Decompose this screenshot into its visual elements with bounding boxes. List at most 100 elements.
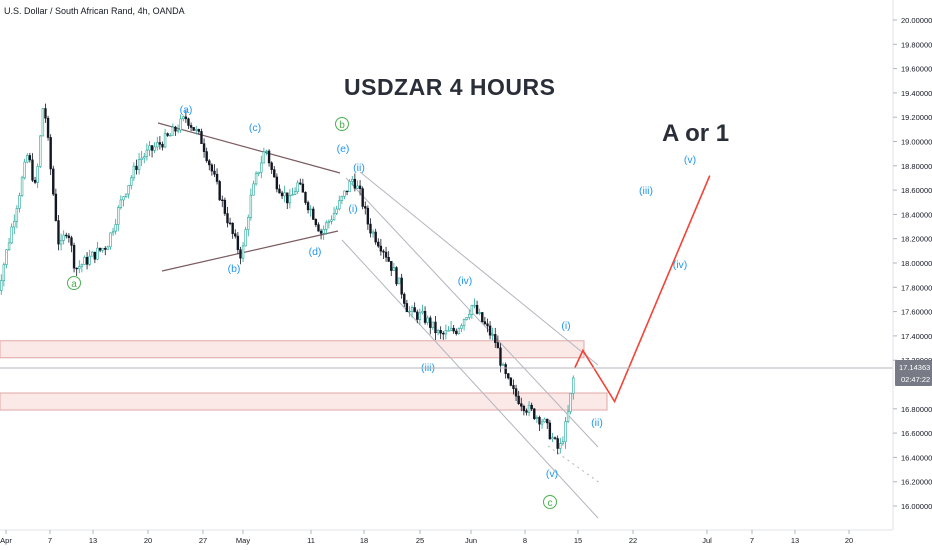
candle-body bbox=[286, 192, 289, 204]
wave-label: (a) bbox=[180, 104, 193, 116]
time-tick-label: 22 bbox=[629, 536, 637, 545]
projection-path bbox=[574, 175, 711, 404]
candle-body bbox=[52, 168, 55, 195]
candle-body bbox=[75, 267, 78, 270]
price-zone bbox=[0, 392, 608, 411]
candle-body bbox=[187, 118, 190, 126]
candle-body bbox=[478, 312, 481, 314]
triangle-lower-line bbox=[161, 230, 339, 272]
candle-body bbox=[517, 395, 520, 405]
candle-body bbox=[348, 181, 351, 193]
price-tick-label: 17.80000 bbox=[901, 283, 932, 292]
candle-body bbox=[481, 312, 484, 322]
wave-label: (ii) bbox=[353, 162, 365, 174]
candle-body bbox=[322, 229, 325, 234]
candle-body bbox=[392, 267, 396, 271]
candle-body bbox=[288, 195, 292, 204]
candle-body bbox=[96, 247, 99, 260]
candle-body bbox=[109, 232, 112, 248]
candle-body bbox=[538, 417, 541, 425]
candle-body bbox=[33, 179, 37, 183]
wave-label-circle bbox=[543, 495, 557, 509]
candle-body bbox=[88, 255, 91, 265]
candle-body bbox=[200, 131, 203, 144]
channel-line bbox=[359, 171, 599, 366]
candle-body bbox=[283, 192, 286, 197]
support-resistance-zones bbox=[0, 340, 608, 411]
candle-body bbox=[156, 142, 159, 148]
candle-body bbox=[501, 364, 505, 366]
candle-body bbox=[278, 188, 281, 194]
current-price-badge bbox=[895, 360, 932, 387]
candle-body bbox=[171, 126, 175, 136]
candle-body bbox=[301, 183, 305, 193]
candle-body bbox=[18, 195, 21, 209]
wave-label: (iv) bbox=[458, 275, 473, 287]
price-tick-label: 17.60000 bbox=[901, 308, 932, 317]
candle-body bbox=[39, 135, 42, 167]
candle-body bbox=[330, 219, 333, 222]
price-axis[interactable]: 20.00000 19.80000 19.60000 19.40000 19.20000… bbox=[892, 0, 932, 530]
candle-body bbox=[117, 207, 120, 225]
candle-body bbox=[189, 125, 193, 128]
candle-body bbox=[265, 150, 268, 153]
candle-body bbox=[540, 421, 544, 425]
candle-body bbox=[132, 165, 136, 179]
time-axis[interactable]: Apr 7 13 20 27 May 11 18 25 Jun 8 15 22 Jul 7 13 20 bbox=[0, 529, 893, 545]
candle-body bbox=[221, 199, 224, 202]
candle-body bbox=[195, 129, 198, 131]
price-tick-label: 16.20000 bbox=[901, 478, 932, 487]
candle-body bbox=[366, 207, 370, 225]
candle-body bbox=[275, 176, 279, 190]
candle-body bbox=[351, 178, 354, 182]
candle-body bbox=[561, 441, 565, 444]
candle-body bbox=[176, 129, 180, 132]
wave-label: (ii) bbox=[591, 417, 603, 429]
price-tick-label: 16.80000 bbox=[901, 405, 932, 414]
candle-body bbox=[226, 213, 229, 224]
candle-body bbox=[46, 117, 50, 138]
candle-body bbox=[473, 305, 476, 307]
candle-body bbox=[153, 146, 156, 151]
candle-body bbox=[327, 220, 331, 224]
candle-body bbox=[254, 173, 258, 185]
candle-body bbox=[223, 199, 227, 214]
candle-body bbox=[213, 170, 216, 175]
chart-title: USDZAR 4 HOURS bbox=[344, 74, 556, 100]
candle-body bbox=[184, 116, 188, 120]
time-tick-label: Apr bbox=[0, 536, 12, 545]
candle-body bbox=[418, 312, 422, 320]
candlestick-series bbox=[0, 103, 575, 455]
candle-body bbox=[559, 443, 562, 449]
wave-label: (b) bbox=[228, 263, 241, 275]
candle-body bbox=[67, 235, 71, 238]
candle-body bbox=[2, 264, 6, 281]
candle-body bbox=[395, 267, 398, 285]
candle-body bbox=[504, 364, 507, 374]
candle-body bbox=[101, 248, 104, 251]
candle-body bbox=[236, 235, 240, 250]
candle-body bbox=[525, 410, 528, 413]
time-tick-label: 18 bbox=[360, 536, 368, 545]
candle-body bbox=[499, 347, 502, 366]
candle-body bbox=[137, 159, 141, 171]
candle-body bbox=[345, 190, 349, 193]
wave-label: (i) bbox=[348, 203, 357, 215]
candle-body bbox=[106, 246, 110, 250]
candle-body bbox=[15, 208, 19, 222]
candle-body bbox=[218, 181, 221, 201]
dotted-extension bbox=[547, 445, 601, 484]
candle-body bbox=[325, 222, 328, 230]
candle-body bbox=[13, 220, 16, 228]
price-tick-label: 18.20000 bbox=[901, 235, 932, 244]
price-tick-label: 16.40000 bbox=[901, 453, 932, 462]
candle-body bbox=[197, 129, 201, 132]
candle-body bbox=[0, 280, 3, 291]
price-tick-label: 18.80000 bbox=[901, 162, 932, 171]
candle-body bbox=[379, 245, 383, 252]
candle-body bbox=[111, 230, 115, 234]
candle-body bbox=[356, 185, 359, 189]
candle-body bbox=[533, 408, 536, 419]
time-tick-label: 13 bbox=[89, 536, 97, 545]
